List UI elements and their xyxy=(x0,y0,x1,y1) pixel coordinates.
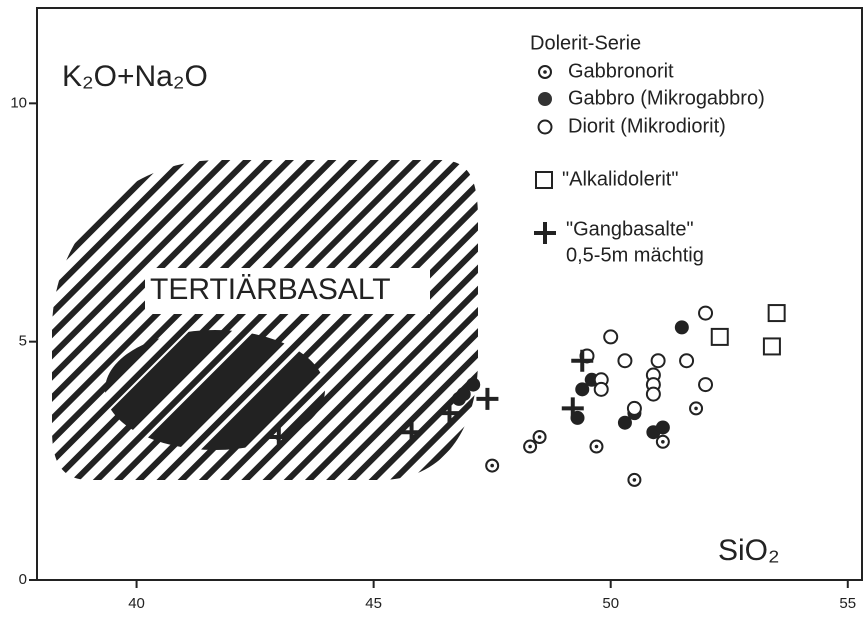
point-dot xyxy=(594,444,599,449)
series xyxy=(485,401,704,487)
legend-title: Dolerit-Serie xyxy=(530,32,641,54)
y-tick-label: 0 xyxy=(19,571,27,588)
y-tick-label: 10 xyxy=(10,94,27,111)
point xyxy=(617,353,633,369)
point xyxy=(655,420,670,435)
point xyxy=(674,320,689,335)
y-axis-label: K₂O+Na₂O xyxy=(62,60,208,93)
point xyxy=(645,386,661,402)
point xyxy=(466,377,481,392)
point-dot xyxy=(661,439,665,444)
point xyxy=(571,349,594,372)
hatched-region xyxy=(52,160,478,480)
point xyxy=(603,329,619,345)
point xyxy=(626,400,642,416)
point xyxy=(476,387,499,410)
legend: Dolerit-Serie Gabbronorit Gabbro (Mikrog… xyxy=(530,32,765,266)
series xyxy=(710,304,786,356)
point xyxy=(767,304,786,323)
legend-label: Gabbronorit xyxy=(568,60,674,82)
point xyxy=(400,421,423,444)
x-tick-label: 40 xyxy=(128,595,145,612)
annotation: TERTIÄRBASALT xyxy=(150,273,391,306)
point xyxy=(698,305,714,321)
legend-label: "Alkalidolerit" xyxy=(562,168,678,190)
x-tick-label: 55 xyxy=(839,595,856,612)
legend-note: 0,5-5m mächtig xyxy=(566,244,704,266)
legend-label: "Gangbasalte" xyxy=(566,218,694,240)
legend-label: Gabbro (Mikrogabbro) xyxy=(568,87,765,109)
point-dot xyxy=(694,406,698,411)
x-tick-label: 50 xyxy=(602,595,619,612)
plot-frame xyxy=(36,7,863,581)
point xyxy=(593,381,609,397)
point-dot xyxy=(528,444,532,449)
point-dot xyxy=(537,435,542,439)
point xyxy=(575,382,590,397)
point xyxy=(762,337,781,356)
x-tick-label: 45 xyxy=(365,595,382,612)
y-tick-label: 5 xyxy=(19,333,27,350)
point xyxy=(710,327,729,346)
point xyxy=(561,397,584,420)
point xyxy=(267,426,290,448)
series xyxy=(579,305,714,416)
point-dot xyxy=(490,463,494,468)
point-dot xyxy=(632,478,637,482)
point xyxy=(679,353,695,369)
x-axis-label: SiO₂ xyxy=(718,534,780,567)
point xyxy=(438,402,461,425)
point xyxy=(650,353,666,369)
legend-label: Diorit (Mikrodiorit) xyxy=(568,115,726,137)
point xyxy=(617,415,632,430)
point xyxy=(698,377,714,393)
series xyxy=(267,349,594,448)
point xyxy=(456,387,471,402)
